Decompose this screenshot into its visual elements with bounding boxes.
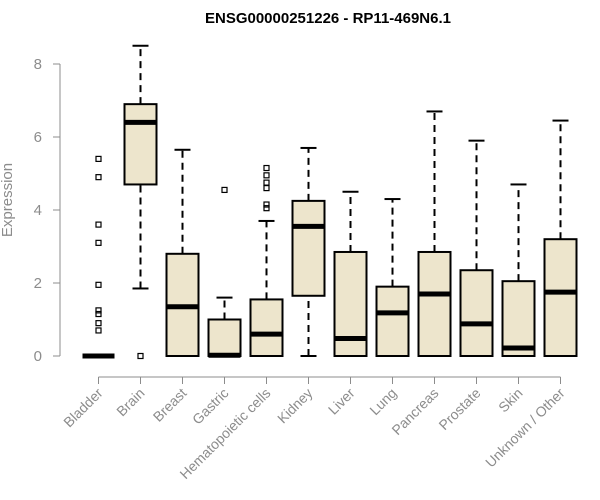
x-tick-label: Breast — [150, 385, 190, 425]
box-iqr — [291, 199, 326, 297]
outlier-point — [95, 281, 102, 288]
box-iqr — [249, 298, 284, 357]
box-iqr — [207, 318, 242, 357]
box-iqr — [417, 250, 452, 358]
outlier-point — [263, 172, 270, 179]
outlier-point — [95, 174, 102, 181]
y-tick-label: 0 — [34, 348, 42, 365]
box-iqr — [501, 280, 536, 357]
box-kidney — [291, 146, 326, 357]
x-tick-label: Brain — [113, 385, 147, 419]
box-lung — [375, 198, 410, 357]
outlier-point — [95, 155, 102, 162]
box-hematopoietic-cells — [249, 164, 284, 357]
box-pancreas — [417, 110, 452, 358]
y-tick-label: 2 — [34, 275, 42, 292]
x-tick-label: Liver — [325, 385, 358, 418]
x-tick-label: Bladder — [60, 385, 106, 431]
boxes-group — [82, 44, 578, 360]
box-iqr — [123, 103, 158, 186]
box-unknown-other — [543, 119, 578, 357]
x-tick-label: Pancreas — [388, 385, 441, 438]
x-tick-label: Prostate — [435, 385, 483, 433]
outlier-point — [95, 221, 102, 228]
outlier-point — [221, 186, 228, 194]
box-gastric — [207, 186, 242, 358]
chart-title: ENSG00000251226 - RP11-469N6.1 — [205, 10, 451, 27]
box-iqr — [459, 269, 494, 358]
outlier-point — [95, 320, 102, 327]
outlier-point — [263, 185, 270, 192]
outlier-point — [137, 352, 144, 360]
y-tick-label: 4 — [34, 202, 42, 219]
x-tick-label: Skin — [495, 385, 526, 416]
y-axis: 0 2 4 6 8 — [34, 56, 61, 365]
outlier-point — [95, 307, 102, 314]
x-tick-label: Lung — [366, 385, 399, 418]
box-prostate — [459, 139, 494, 358]
x-tick-label: Kidney — [274, 385, 316, 427]
y-tick-label: 8 — [34, 56, 42, 73]
y-tick-label: 6 — [34, 129, 42, 146]
box-iqr — [375, 285, 410, 357]
outlier-point — [263, 201, 270, 208]
x-tick-label: Unknown / Other — [482, 385, 568, 471]
box-bladder — [82, 155, 115, 359]
outlier-point — [263, 164, 270, 172]
box-liver — [333, 190, 368, 358]
outlier-point — [95, 310, 102, 318]
box-breast — [165, 148, 200, 357]
outlier-point — [95, 239, 102, 246]
y-axis-label: Expression — [0, 163, 16, 237]
box-brain — [123, 44, 158, 360]
outlier-point — [95, 327, 102, 334]
box-skin — [501, 183, 536, 357]
outlier-point — [263, 205, 270, 212]
outlier-point — [263, 179, 270, 186]
box-iqr — [543, 238, 578, 357]
